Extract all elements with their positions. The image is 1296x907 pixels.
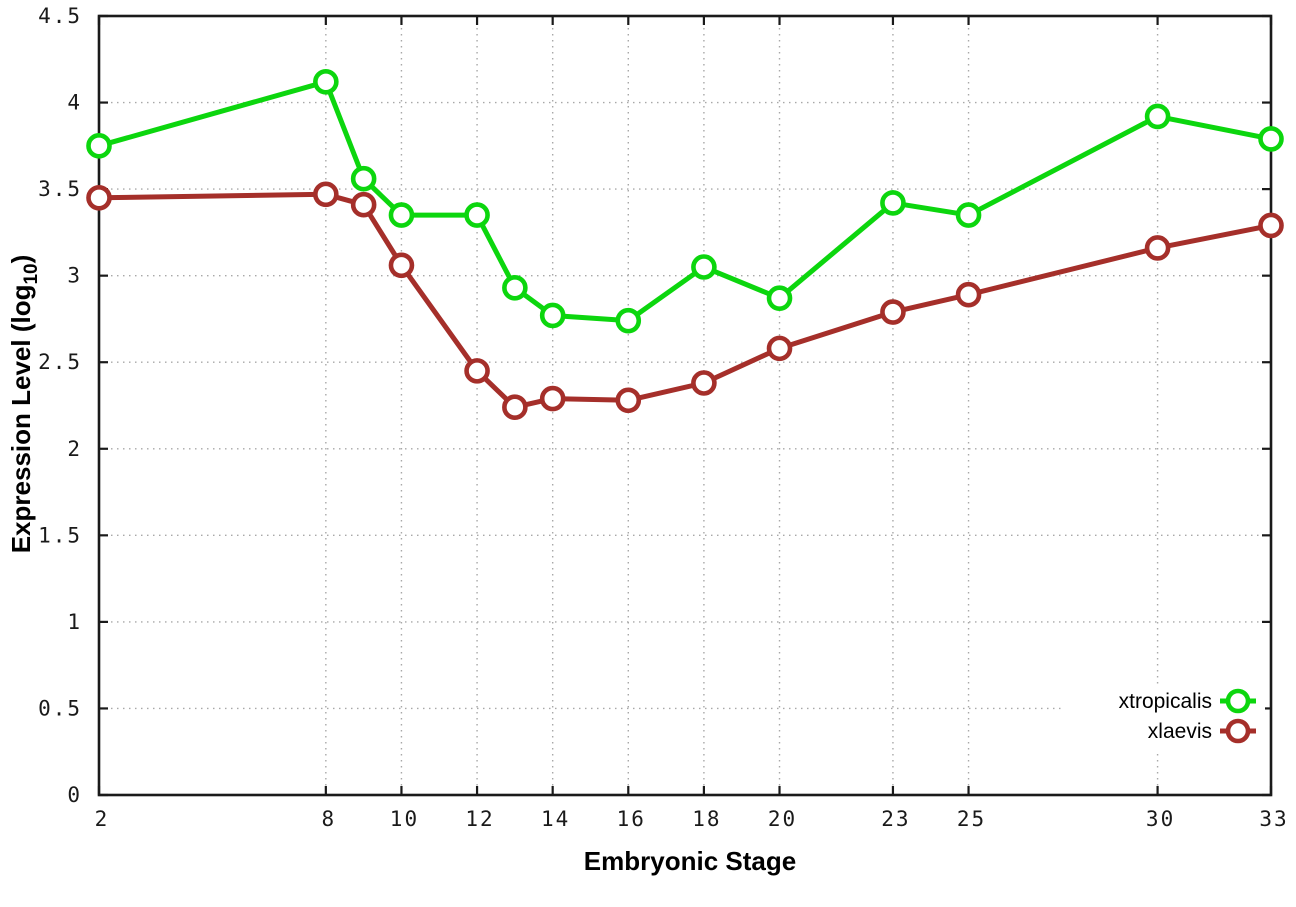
x-tick-label: 14 — [541, 807, 570, 831]
data-point-xlaevis — [464, 358, 490, 384]
data-point-xlaevis — [615, 387, 642, 414]
x-tick-label: 25 — [957, 807, 986, 831]
data-point-xlaevis — [1258, 212, 1284, 239]
data-point-xlaevis — [1144, 235, 1171, 261]
data-point-xlaevis — [86, 184, 112, 211]
data-point-xtropicalis — [615, 307, 642, 334]
data-point-xlaevis — [388, 252, 415, 279]
x-tick-label: 8 — [322, 807, 337, 831]
data-point-xtropicalis — [388, 202, 415, 228]
legend-item-xlaevis: xlaevis — [1148, 718, 1256, 744]
y-tick-label: 4.5 — [38, 4, 82, 28]
data-point-xtropicalis — [766, 285, 793, 311]
series-line-xtropicalis — [96, 79, 1274, 324]
plot-border-box — [97, 14, 1273, 797]
data-point-xtropicalis — [1144, 103, 1171, 130]
y-axis-title: Expression Level (log10) — [6, 255, 42, 554]
data-point-xlaevis — [539, 385, 566, 412]
legend-marker-xlaevis — [1225, 718, 1251, 744]
y-tick-label: 0 — [67, 783, 82, 807]
plot-border — [97, 14, 1273, 797]
gridlines — [98, 15, 1272, 796]
data-point-xtropicalis — [350, 165, 377, 192]
data-series — [86, 68, 1284, 421]
series-line-xlaevis — [96, 191, 1274, 410]
data-point-xlaevis — [955, 281, 982, 308]
axis-titles: Embryonic Stage Expression Level (log10) — [6, 255, 796, 876]
x-tick-label: 2 — [95, 807, 110, 831]
legend-label-xtropicalis: xtropicalis — [1119, 690, 1212, 713]
data-point-xtropicalis — [539, 302, 566, 329]
x-tick-label: 30 — [1146, 807, 1175, 831]
y-tick-label: 3.5 — [38, 177, 82, 201]
y-tick-label: 3 — [67, 264, 82, 288]
y-tick-label: 2 — [67, 437, 82, 461]
axis-ticks — [97, 14, 1273, 797]
data-point-xtropicalis — [1258, 126, 1284, 152]
x-tick-label: 16 — [617, 807, 646, 831]
x-tick-label: 23 — [881, 807, 910, 831]
data-point-xtropicalis — [691, 254, 717, 280]
data-point-xlaevis — [350, 191, 377, 218]
data-point-xlaevis — [691, 370, 717, 396]
legend-item-xtropicalis: xtropicalis — [1119, 688, 1256, 714]
y-tick-label: 0.5 — [38, 696, 82, 720]
legend: xtropicalis xlaevis — [1063, 684, 1265, 750]
legend-label-xlaevis: xlaevis — [1148, 720, 1212, 743]
y-tick-label: 4 — [67, 91, 82, 115]
x-tick-label: 12 — [465, 807, 494, 831]
data-point-xlaevis — [502, 394, 528, 421]
x-tick-label: 10 — [390, 807, 419, 831]
legend-marker-xtropicalis — [1225, 688, 1251, 714]
tick-labels: 0 0.5 1 1.5 2 2.5 3 3.5 4 4.5 2 8 10 12 14 16 18 20 23 25 30… — [38, 4, 1288, 831]
x-axis-title: Embryonic Stage — [584, 846, 796, 876]
data-point-xlaevis — [766, 335, 793, 362]
data-point-xtropicalis — [880, 190, 906, 216]
x-tick-label: 18 — [692, 807, 721, 831]
data-point-xtropicalis — [464, 202, 490, 228]
y-tick-label: 1.5 — [38, 523, 82, 547]
data-point-xtropicalis — [955, 202, 982, 228]
x-tick-label: 33 — [1259, 807, 1288, 831]
y-tick-label: 2.5 — [38, 350, 82, 374]
data-point-xlaevis — [313, 181, 339, 208]
data-point-xtropicalis — [86, 133, 112, 159]
y-tick-label: 1 — [67, 610, 82, 634]
data-point-xtropicalis — [313, 68, 339, 95]
x-tick-label: 20 — [768, 807, 797, 831]
data-point-xtropicalis — [502, 274, 528, 301]
data-point-xlaevis — [880, 299, 906, 325]
